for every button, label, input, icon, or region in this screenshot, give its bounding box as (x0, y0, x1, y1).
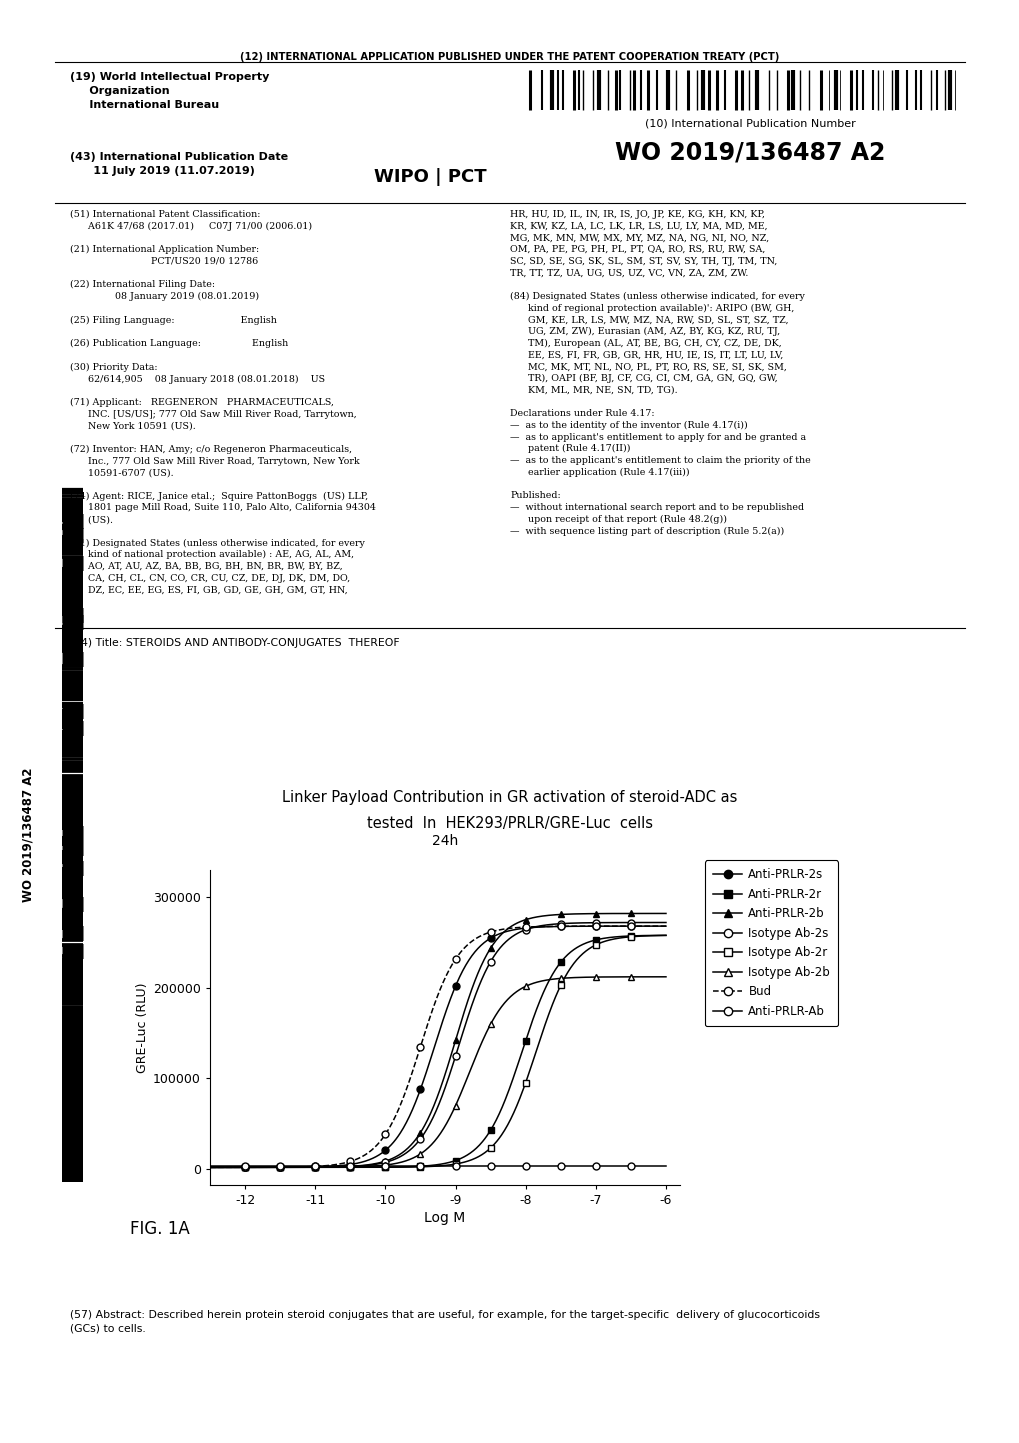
Text: tested  In  HEK293/PRLR/GRE-Luc  cells: tested In HEK293/PRLR/GRE-Luc cells (367, 815, 652, 831)
Text: HR, HU, ID, IL, IN, IR, IS, JO, JP, KE, KG, KH, KN, KP,
KR, KW, KZ, LA, LC, LK, : HR, HU, ID, IL, IN, IR, IS, JO, JP, KE, … (510, 211, 810, 535)
Text: WO 2019/136487 A2: WO 2019/136487 A2 (21, 768, 35, 902)
Text: Linker Payload Contribution in GR activation of steroid-ADC as: Linker Payload Contribution in GR activa… (282, 789, 737, 805)
Text: WIPO | PCT: WIPO | PCT (373, 167, 486, 186)
Text: FIG. 1A: FIG. 1A (129, 1219, 190, 1238)
Text: (54) Title: STEROIDS AND ANTIBODY-CONJUGATES  THEREOF: (54) Title: STEROIDS AND ANTIBODY-CONJUG… (70, 638, 399, 648)
Legend: Anti-PRLR-2s, Anti-PRLR-2r, Anti-PRLR-2b, Isotype Ab-2s, Isotype Ab-2r, Isotype : Anti-PRLR-2s, Anti-PRLR-2r, Anti-PRLR-2b… (704, 860, 838, 1026)
Text: (43) International Publication Date
      11 July 2019 (11.07.2019): (43) International Publication Date 11 J… (70, 152, 287, 176)
Y-axis label: GRE-Luc (RLU): GRE-Luc (RLU) (136, 983, 149, 1072)
Text: (19) World Intellectual Property
     Organization
     International Bureau: (19) World Intellectual Property Organiz… (70, 72, 269, 110)
Text: WO 2019/136487 A2: WO 2019/136487 A2 (614, 140, 884, 165)
Text: (12) INTERNATIONAL APPLICATION PUBLISHED UNDER THE PATENT COOPERATION TREATY (PC: (12) INTERNATIONAL APPLICATION PUBLISHED… (240, 52, 779, 62)
X-axis label: Log M: Log M (424, 1211, 465, 1225)
Text: (51) International Patent Classification:
      A61K 47/68 (2017.01)     C07J 71: (51) International Patent Classification… (70, 211, 376, 595)
Text: (10) International Publication Number: (10) International Publication Number (644, 118, 855, 128)
Text: (57) Abstract: Described herein protein steroid conjugates that are useful, for : (57) Abstract: Described herein protein … (70, 1310, 819, 1333)
Text: 24h: 24h (431, 834, 458, 848)
